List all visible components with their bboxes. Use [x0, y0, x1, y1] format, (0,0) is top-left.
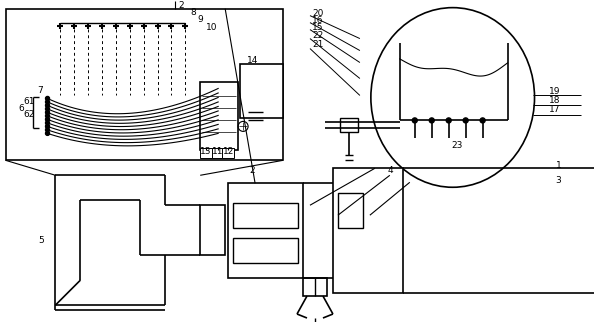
Text: 22: 22 [312, 31, 323, 40]
Circle shape [463, 118, 468, 123]
Text: 14: 14 [247, 56, 258, 65]
Text: 15: 15 [312, 23, 324, 32]
Text: 9: 9 [197, 15, 203, 24]
Circle shape [45, 131, 50, 135]
Circle shape [45, 107, 50, 111]
Circle shape [45, 97, 50, 100]
Circle shape [45, 114, 50, 118]
Bar [200, 82, 238, 150]
Bar [338, 193, 363, 228]
Circle shape [45, 124, 50, 128]
Circle shape [446, 118, 451, 123]
Text: 12: 12 [223, 147, 235, 156]
Circle shape [45, 128, 50, 132]
Text: 11: 11 [212, 147, 224, 156]
Circle shape [45, 100, 50, 104]
Bar [200, 205, 225, 255]
Text: 23: 23 [452, 141, 463, 150]
Circle shape [45, 118, 50, 121]
Text: 2: 2 [249, 166, 255, 175]
Text: 5: 5 [39, 236, 44, 245]
Text: 20: 20 [312, 9, 323, 18]
Text: 10: 10 [206, 23, 218, 32]
Text: 4: 4 [388, 166, 393, 175]
Circle shape [45, 121, 50, 125]
Bar [233, 238, 298, 263]
Text: 8: 8 [190, 8, 196, 17]
Text: 19: 19 [549, 87, 560, 96]
Text: 17: 17 [549, 105, 560, 114]
Bar [240, 63, 283, 118]
Text: 18: 18 [549, 96, 560, 105]
Bar [340, 118, 358, 132]
Text: 61: 61 [24, 97, 35, 106]
Text: 62: 62 [24, 110, 35, 119]
Text: 7: 7 [38, 86, 44, 95]
Circle shape [480, 118, 485, 123]
Text: 21: 21 [312, 40, 323, 49]
Bar [5, 9, 283, 160]
Bar [200, 148, 212, 158]
Circle shape [429, 118, 434, 123]
Text: 3: 3 [555, 176, 561, 185]
Bar [228, 183, 303, 278]
Text: 16: 16 [312, 16, 324, 25]
Circle shape [412, 118, 417, 123]
Circle shape [45, 110, 50, 114]
Text: 1: 1 [555, 161, 561, 170]
Bar [233, 203, 298, 228]
Bar [303, 278, 327, 296]
Text: 2: 2 [178, 1, 184, 10]
Circle shape [45, 103, 50, 108]
Text: 13: 13 [200, 147, 212, 156]
Bar [212, 148, 222, 158]
Bar [333, 168, 403, 293]
Bar [222, 148, 234, 158]
Text: 6: 6 [19, 104, 24, 113]
